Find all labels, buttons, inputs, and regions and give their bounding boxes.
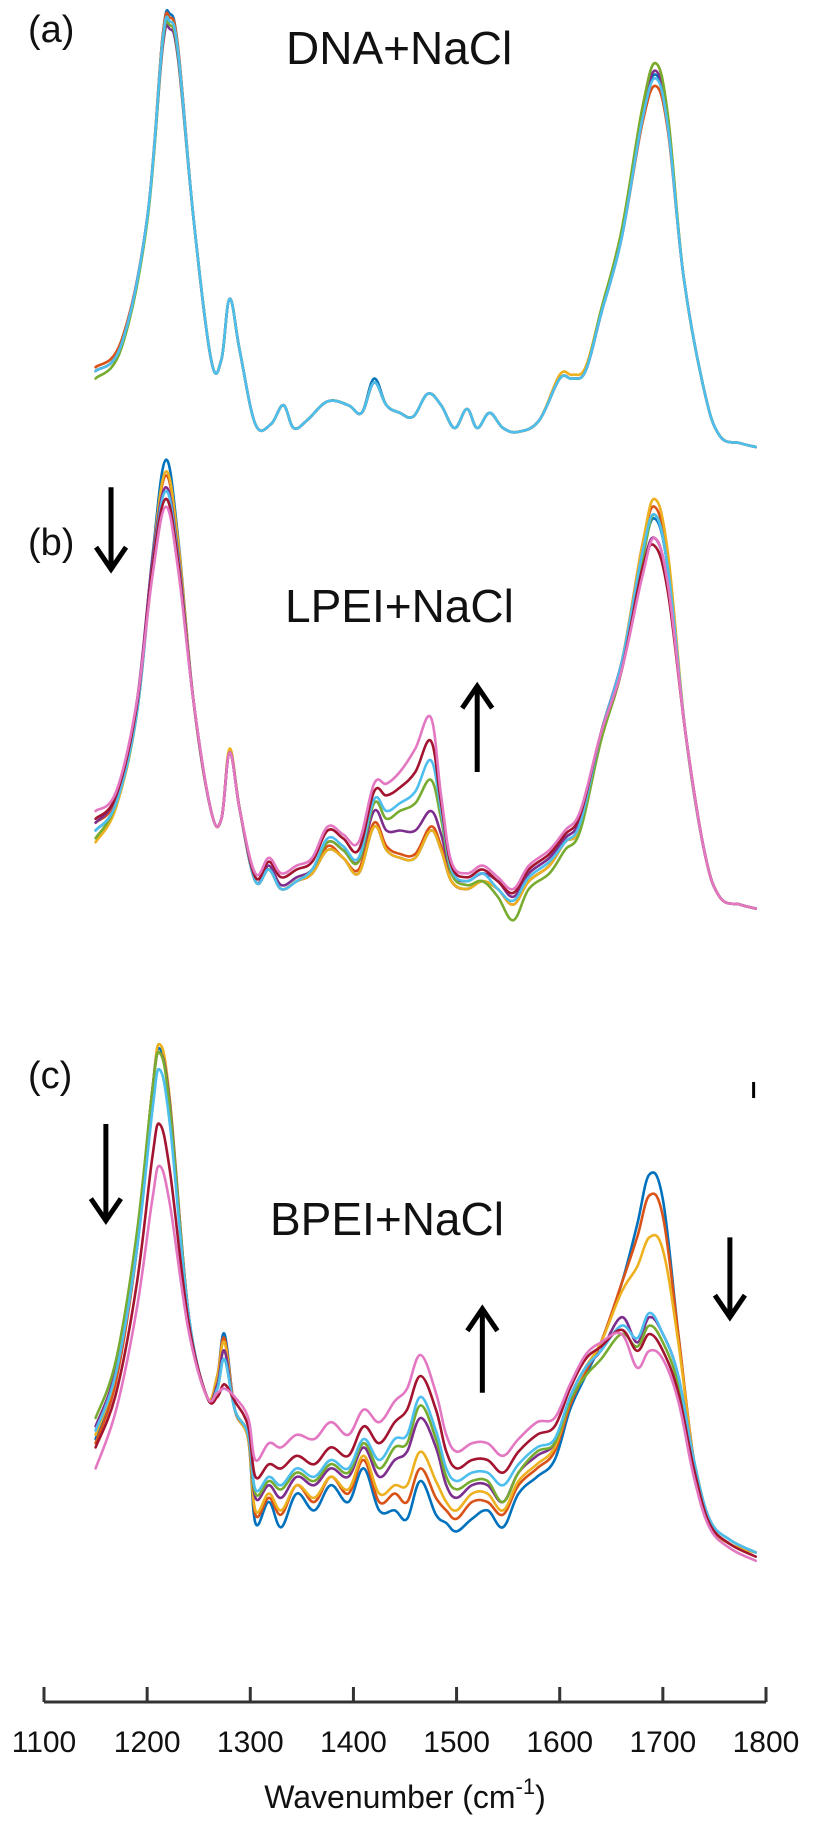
panel-a-series: [94, 9, 757, 449]
x-axis-label-main: Wavenumber (cm: [264, 1779, 515, 1815]
panel-b-series: [94, 458, 757, 922]
panel-c-arrows: [88, 1124, 747, 1393]
panel-c-series-line-2: [94, 1050, 757, 1554]
panel-c-title: BPEI+NaCl: [270, 1193, 504, 1245]
x-tick-label-1300: 1300: [217, 1726, 284, 1759]
panel-a-series-line-6: [94, 15, 757, 449]
panel-b-arrow-2: [460, 681, 495, 772]
panel-c-label: (c): [28, 1055, 72, 1097]
x-tick-label-1200: 1200: [114, 1726, 181, 1759]
panel-a-label: (a): [28, 9, 74, 51]
panel-c-arrow-2: [465, 1304, 500, 1393]
panel-b-arrow-1: [93, 487, 129, 574]
x-ticks: 1100 1200 1300 1400 1500 1600 1700 1800: [12, 1687, 800, 1759]
panel-b-series-line-1: [94, 458, 757, 910]
panel-a: (a) DNA+NaCl: [28, 9, 757, 449]
panel-c-series: [94, 1042, 757, 1563]
x-tick-label-1400: 1400: [320, 1726, 387, 1759]
x-axis-label-sup: -1: [516, 1774, 536, 1799]
x-tick-label-1100: 1100: [12, 1726, 77, 1759]
panel-c-arrow-1: [88, 1124, 123, 1226]
x-tick-label-1600: 1600: [526, 1726, 593, 1759]
panel-c: (c) BPEI+NaCl: [28, 1042, 757, 1563]
panel-c-series-line-4: [94, 1050, 757, 1554]
x-tick-label-1700: 1700: [629, 1726, 696, 1759]
x-axis-label-close: ): [535, 1779, 546, 1815]
panel-b-label: (b): [28, 522, 74, 564]
panel-c-series-line-8: [94, 1164, 757, 1563]
panel-b-title: LPEI+NaCl: [285, 580, 514, 632]
panel-c-series-line-6: [94, 1067, 757, 1554]
x-tick-label-1800: 1800: [733, 1726, 800, 1759]
panel-a-title: DNA+NaCl: [286, 22, 512, 74]
panel-c-series-line-7: [94, 1122, 757, 1558]
panel-c-series-line-5: [94, 1050, 757, 1554]
x-axis-label: Wavenumber (cm-1): [264, 1774, 546, 1815]
panel-b-arrows: [93, 487, 495, 772]
x-tick-label-1500: 1500: [423, 1726, 490, 1759]
panel-b: (b) LPEI+NaCl: [28, 458, 757, 1098]
panel-c-arrow-3: [712, 1237, 747, 1322]
panel-b-series-line-8: [94, 505, 757, 910]
x-axis: 1100 1200 1300 1400 1500 1600 1700 1800 Wavenum…: [12, 1687, 800, 1815]
panel-b-series-line-3: [94, 470, 757, 910]
